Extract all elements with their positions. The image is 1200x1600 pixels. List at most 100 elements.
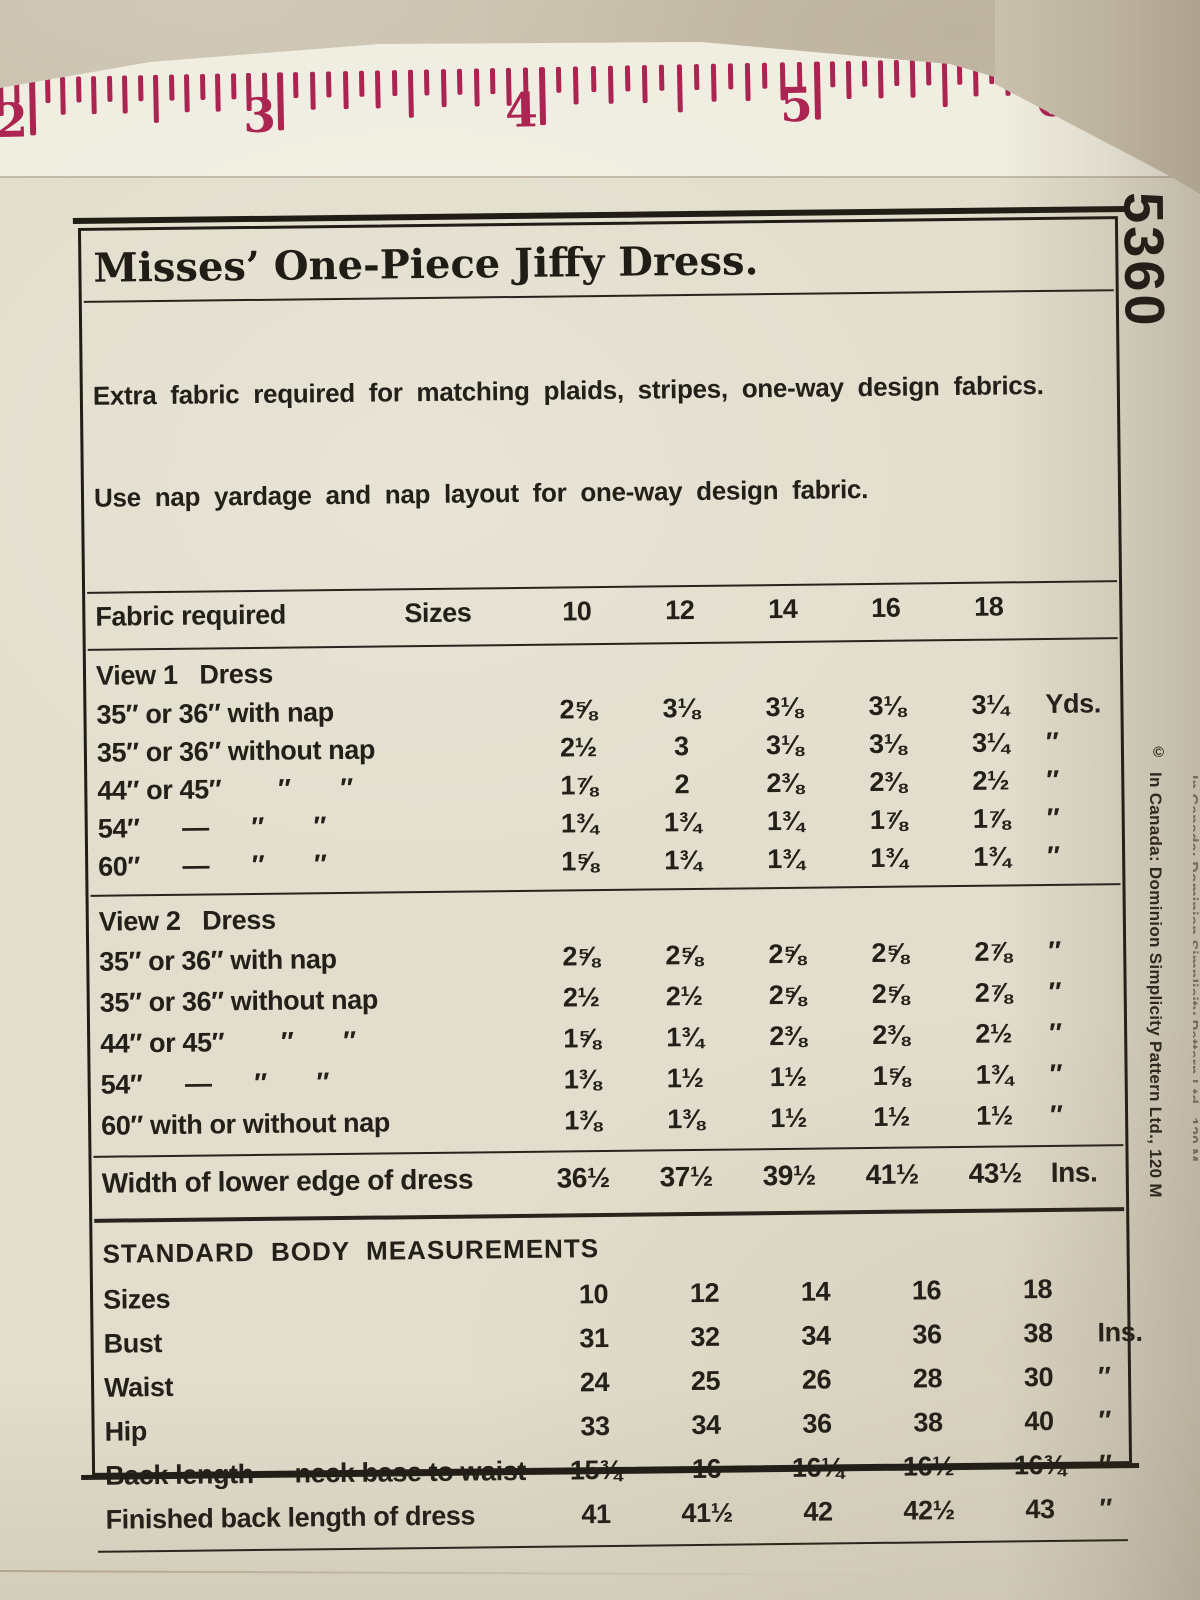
copyright-symbol: © <box>1150 744 1167 761</box>
ruler-tick <box>199 73 205 101</box>
cell-unit: ″ <box>1099 1492 1113 1523</box>
cell-value: 30 <box>1023 1361 1054 1392</box>
cell-value: 31 <box>579 1322 609 1353</box>
ruler-tick <box>75 76 82 103</box>
cell-value: 1⅝ <box>561 845 599 876</box>
ruler-tick <box>877 60 884 99</box>
cell-value: 1½ <box>976 1100 1014 1131</box>
size-col-12: 12 <box>665 594 695 625</box>
cell-value: 32 <box>690 1321 720 1352</box>
ruler-tick <box>989 58 995 85</box>
ruler-tick <box>925 59 931 86</box>
row-label: 35″ or 36″ without nap <box>96 734 376 768</box>
cell-value: 25 <box>690 1365 721 1396</box>
cell-value: 1½ <box>770 1102 808 1134</box>
cell-unit: ″ <box>1045 726 1059 757</box>
cell-value: 2½ <box>972 764 1010 796</box>
cell-value: 41½ <box>681 1497 733 1528</box>
cell-value: 38 <box>913 1406 943 1438</box>
cell-unit: ″ <box>1097 1360 1111 1391</box>
cell-value: 2½ <box>559 731 597 763</box>
ruler-number: 5 <box>779 77 812 134</box>
cell-unit: ″ <box>1048 976 1062 1007</box>
cell-value: 3¼ <box>971 688 1009 720</box>
cell-value: 2½ <box>975 1018 1013 1049</box>
ruler-tick <box>326 71 332 98</box>
instruction-box: Misses’ One-Piece Jiffy Dress. Extra fab… <box>77 216 1143 1553</box>
width-row: Width of lower edge of dress 36½ 37½ 39½… <box>92 1146 1127 1210</box>
cell-value: 12 <box>689 1277 720 1308</box>
cell-value: 3⅛ <box>868 728 906 759</box>
ruler-tick <box>710 63 717 102</box>
row-label: 54″ — ″ ″ <box>100 1067 330 1100</box>
cell-value: 43½ <box>968 1157 1023 1189</box>
cell-value: 26 <box>801 1363 832 1395</box>
cell-value: 16¼ <box>791 1451 844 1483</box>
cell-value: 36 <box>802 1407 832 1439</box>
row-label: 35″ or 36″ with nap <box>96 696 334 730</box>
cell-value: 2⅜ <box>872 1019 910 1050</box>
ruler-tick <box>214 73 221 112</box>
ruler-tick <box>473 68 480 107</box>
cell-value: 1⅝ <box>872 1060 910 1091</box>
cell-value: 1¾ <box>973 840 1011 872</box>
cell-unit: ″ <box>1098 1448 1112 1479</box>
ruler-tick <box>407 69 414 118</box>
cell-value: 33 <box>580 1410 610 1441</box>
size-col-18: 18 <box>974 590 1004 622</box>
cell-value: 1¾ <box>767 843 805 874</box>
row-label: Width of lower edge of dress <box>101 1163 474 1199</box>
cell-value: 1½ <box>769 1061 807 1093</box>
ruler-tick <box>106 75 113 102</box>
cell-value: 2⅞ <box>974 977 1012 1008</box>
cell-value: 1¾ <box>666 1021 704 1053</box>
ruler-tick <box>293 72 299 99</box>
pattern-number-vertical: 5360 <box>1112 191 1177 329</box>
cell-value: 3⅛ <box>765 691 803 722</box>
row-label: Bust <box>103 1327 163 1359</box>
cell-unit: ″ <box>1048 935 1061 966</box>
row-label: Finished back length of dress <box>105 1500 476 1535</box>
cell-value: 1⅞ <box>972 802 1010 834</box>
cell-value: 3⅛ <box>868 690 906 721</box>
side-publisher-text-clipped: In Canada: Dominion Simplicity Pattern L… <box>1193 775 1200 1162</box>
cell-value: 16 <box>911 1274 942 1306</box>
cell-value: 43 <box>1025 1493 1055 1524</box>
cell-unit: ″ <box>1049 1099 1063 1130</box>
ruler-tick <box>276 72 285 131</box>
row-label: 60″ with or without nap <box>100 1107 391 1141</box>
cell-value: 1¾ <box>664 844 702 875</box>
ruler-tick <box>121 75 128 114</box>
cell-value: 2⅝ <box>871 978 909 1009</box>
cell-unit: ″ <box>1046 764 1059 795</box>
ruler-tick <box>909 59 916 98</box>
ruler-tick <box>183 74 190 113</box>
cell-value: 1¾ <box>560 807 598 838</box>
cell-value: 2½ <box>665 980 703 1012</box>
ruler-tick <box>861 60 868 87</box>
cell-value: 16 <box>691 1453 722 1484</box>
cell-value: 1¾ <box>766 805 804 836</box>
ruler-tick <box>893 59 900 87</box>
ruler-number: 4 <box>504 83 537 139</box>
fabric-note-line2: Use nap yardage and nap layout for one-w… <box>93 473 869 513</box>
cell-value: 14 <box>800 1275 831 1307</box>
header-fabric-required: Fabric required <box>95 599 287 632</box>
cell-value: 24 <box>579 1366 610 1397</box>
ruler-tick <box>556 66 562 93</box>
row-label: 44″ or 45″ ″ ″ <box>100 1025 356 1059</box>
cell-value: 1⅜ <box>563 1064 601 1095</box>
ruler-tick <box>342 71 349 110</box>
ruler-tick <box>590 66 596 93</box>
row-label: 44″ or 45″ ″ ″ <box>97 772 354 806</box>
ruler-tick <box>358 70 365 97</box>
cell-value: 16¾ <box>1013 1449 1066 1480</box>
ruler-tick <box>727 63 734 90</box>
ruler-tick <box>624 65 631 92</box>
ruler-number: 3 <box>242 88 275 145</box>
cell-value: 42½ <box>903 1494 955 1526</box>
ruler-tick <box>538 67 547 126</box>
cell-value: 2⅞ <box>974 936 1012 967</box>
ruler-tick <box>845 60 852 100</box>
cell-value: 1¾ <box>870 842 908 873</box>
